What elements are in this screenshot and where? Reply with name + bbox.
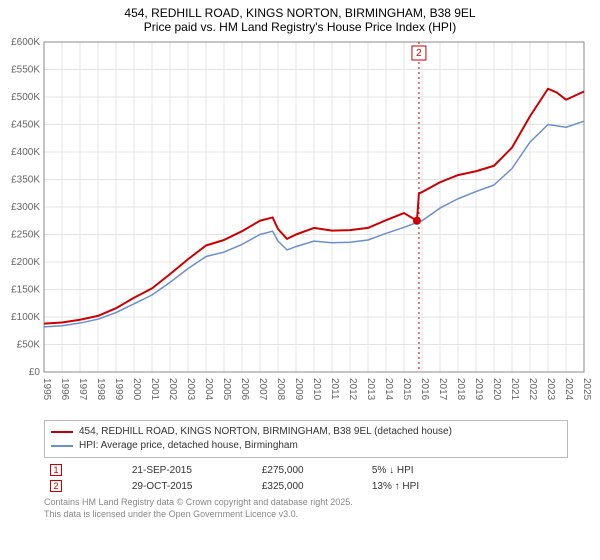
svg-text:£350K: £350K xyxy=(11,175,40,186)
svg-text:£450K: £450K xyxy=(11,120,40,131)
svg-text:2006: 2006 xyxy=(239,378,250,401)
line-chart: £0 £50K £100K £150K £200K £250K £300K £350K £400… xyxy=(0,36,600,416)
footer-attribution: Contains HM Land Registry data © Crown c… xyxy=(44,496,568,520)
sale-date: 21-SEP-2015 xyxy=(126,462,256,478)
sale-date: 29-OCT-2015 xyxy=(126,478,256,494)
svg-text:2022: 2022 xyxy=(527,378,538,401)
svg-text:2012: 2012 xyxy=(347,378,358,401)
svg-text:2016: 2016 xyxy=(419,378,430,401)
svg-text:2019: 2019 xyxy=(473,378,484,401)
legend-item: HPI: Average price, detached house, Birm… xyxy=(51,439,561,453)
svg-text:1995: 1995 xyxy=(41,378,52,401)
chart-container: 454, REDHILL ROAD, KINGS NORTON, BIRMING… xyxy=(0,0,600,560)
svg-text:1999: 1999 xyxy=(113,378,124,401)
svg-text:2023: 2023 xyxy=(545,378,556,401)
legend-label: 454, REDHILL ROAD, KINGS NORTON, BIRMING… xyxy=(79,425,452,439)
svg-text:2011: 2011 xyxy=(329,378,340,400)
sale-marker: 1 xyxy=(50,464,62,476)
footer-line-1: Contains HM Land Registry data © Crown c… xyxy=(44,496,568,508)
svg-text:£550K: £550K xyxy=(11,65,40,76)
svg-text:2025: 2025 xyxy=(581,378,592,401)
sale-delta: 5% ↓ HPI xyxy=(366,462,568,478)
table-row: 1 21-SEP-2015£275,0005% ↓ HPI xyxy=(44,462,568,478)
svg-text:2004: 2004 xyxy=(203,378,214,401)
svg-text:2008: 2008 xyxy=(275,378,286,401)
svg-text:2007: 2007 xyxy=(257,378,268,401)
svg-text:£0: £0 xyxy=(29,367,41,378)
title-line-1: 454, REDHILL ROAD, KINGS NORTON, BIRMING… xyxy=(4,6,596,20)
svg-text:2024: 2024 xyxy=(563,378,574,401)
svg-text:2: 2 xyxy=(416,48,422,59)
footer-line-2: This data is licensed under the Open Gov… xyxy=(44,508,568,520)
svg-text:2001: 2001 xyxy=(149,378,160,401)
legend: 454, REDHILL ROAD, KINGS NORTON, BIRMING… xyxy=(44,420,568,458)
svg-text:£100K: £100K xyxy=(11,312,40,323)
svg-text:2002: 2002 xyxy=(167,378,178,401)
sale-delta: 13% ↑ HPI xyxy=(366,478,568,494)
legend-item: 454, REDHILL ROAD, KINGS NORTON, BIRMING… xyxy=(51,425,561,439)
svg-text:2015: 2015 xyxy=(401,378,412,401)
svg-text:2010: 2010 xyxy=(311,378,322,401)
sale-marker: 2 xyxy=(50,480,62,492)
svg-text:2003: 2003 xyxy=(185,378,196,401)
svg-text:1997: 1997 xyxy=(77,378,88,401)
svg-text:£600K: £600K xyxy=(11,37,40,48)
svg-text:2014: 2014 xyxy=(383,378,394,401)
svg-text:£400K: £400K xyxy=(11,147,40,158)
svg-text:1996: 1996 xyxy=(59,378,70,401)
svg-text:2013: 2013 xyxy=(365,378,376,401)
legend-swatch xyxy=(51,445,73,447)
svg-text:2009: 2009 xyxy=(293,378,304,401)
svg-text:2005: 2005 xyxy=(221,378,232,401)
table-row: 2 29-OCT-2015£325,00013% ↑ HPI xyxy=(44,478,568,494)
chart-title: 454, REDHILL ROAD, KINGS NORTON, BIRMING… xyxy=(0,0,600,36)
svg-text:£200K: £200K xyxy=(11,257,40,268)
svg-text:£150K: £150K xyxy=(11,285,40,296)
sales-table: 1 21-SEP-2015£275,0005% ↓ HPI 2 29-OCT-2015… xyxy=(44,462,568,494)
svg-text:2000: 2000 xyxy=(131,378,142,401)
svg-text:£250K: £250K xyxy=(11,230,40,241)
sale-price: £275,000 xyxy=(256,462,366,478)
svg-text:£50K: £50K xyxy=(17,340,41,351)
svg-text:£500K: £500K xyxy=(11,92,40,103)
svg-text:£300K: £300K xyxy=(11,202,40,213)
legend-label: HPI: Average price, detached house, Birm… xyxy=(79,439,298,453)
svg-text:2021: 2021 xyxy=(509,378,520,401)
legend-swatch xyxy=(51,431,73,433)
title-line-2: Price paid vs. HM Land Registry's House … xyxy=(4,20,596,34)
svg-text:2020: 2020 xyxy=(491,378,502,401)
svg-text:1998: 1998 xyxy=(95,378,106,401)
svg-text:2017: 2017 xyxy=(437,378,448,401)
sale-price: £325,000 xyxy=(256,478,366,494)
svg-text:2018: 2018 xyxy=(455,378,466,401)
